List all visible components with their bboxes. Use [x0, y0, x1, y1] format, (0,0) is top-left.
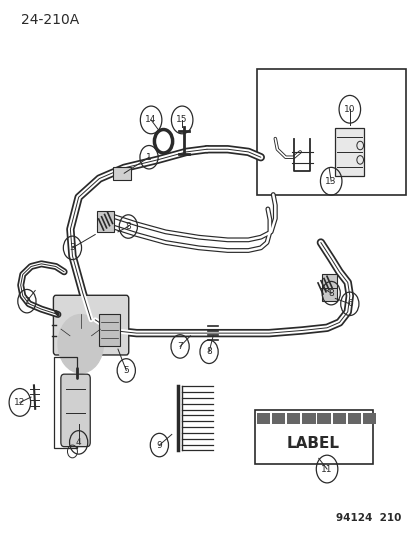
Bar	[99, 314, 120, 346]
Bar	[254, 410, 372, 464]
Text: 4: 4	[76, 438, 81, 447]
Text: 8: 8	[206, 348, 211, 356]
Text: 94124  210: 94124 210	[335, 513, 401, 523]
Text: 1: 1	[146, 153, 152, 161]
Bar	[271, 413, 285, 424]
Bar	[321, 274, 336, 301]
Text: 10: 10	[343, 105, 355, 114]
Bar	[332, 413, 345, 424]
FancyBboxPatch shape	[61, 374, 90, 447]
Bar	[113, 167, 131, 180]
Text: 5: 5	[123, 366, 129, 375]
Text: 8: 8	[328, 289, 333, 297]
Bar	[317, 413, 330, 424]
Text: 6: 6	[346, 300, 352, 308]
Text: 13: 13	[325, 177, 336, 185]
Text: 3: 3	[69, 244, 75, 252]
Text: 24-210A: 24-210A	[21, 13, 79, 27]
FancyBboxPatch shape	[53, 295, 128, 355]
Bar	[256, 69, 405, 195]
Bar	[97, 211, 114, 232]
Text: 14: 14	[145, 116, 157, 124]
Text: 2: 2	[24, 297, 30, 305]
Text: LABEL: LABEL	[286, 436, 339, 451]
Bar	[362, 413, 375, 424]
Bar	[286, 413, 300, 424]
Text: 15: 15	[176, 116, 188, 124]
Bar	[335, 128, 363, 176]
Text: 9: 9	[156, 441, 162, 449]
Circle shape	[158, 134, 169, 148]
Circle shape	[58, 314, 103, 373]
Text: 7: 7	[177, 342, 183, 351]
Bar	[347, 413, 360, 424]
Bar	[256, 413, 269, 424]
Bar	[54, 357, 76, 448]
Text: 12: 12	[14, 398, 26, 407]
Text: 8: 8	[125, 222, 131, 231]
Text: 11: 11	[320, 465, 332, 473]
Bar	[301, 413, 315, 424]
